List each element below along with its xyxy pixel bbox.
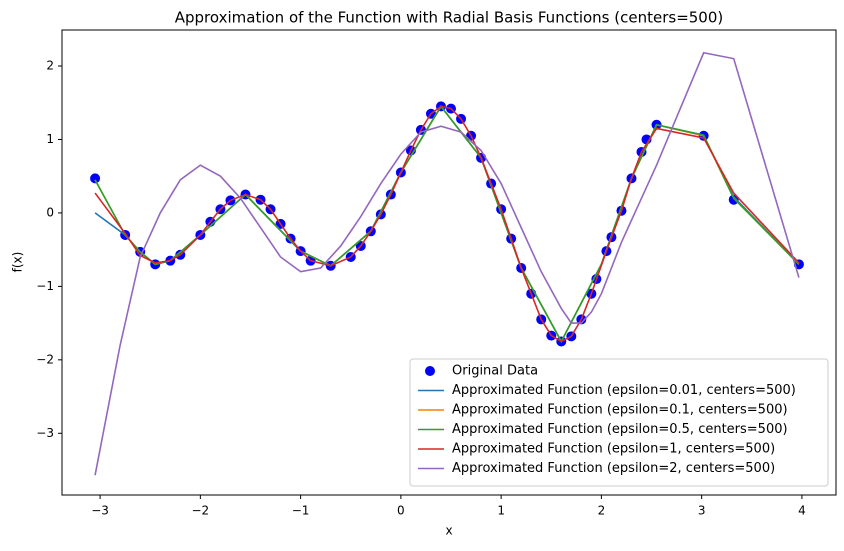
legend-box [409, 358, 829, 487]
data-point [90, 173, 101, 184]
x-axis-label: x [445, 524, 452, 538]
y-tick-label: 0 [46, 205, 54, 219]
x-tick-label: −2 [192, 504, 210, 518]
x-tick-label: 3 [698, 504, 706, 518]
legend-label: Approximated Function (epsilon=0.01, cen… [452, 383, 796, 398]
y-tick-label: 1 [46, 132, 54, 146]
x-tick-label: 1 [497, 504, 505, 518]
x-tick-label: −3 [91, 504, 109, 518]
y-axis-label: f(x) [11, 252, 25, 273]
axes-frame [61, 29, 837, 496]
legend-label: Approximated Function (epsilon=2, center… [452, 461, 775, 476]
data-point [728, 194, 739, 205]
series-line [94, 105, 800, 343]
y-tick-label: −1 [36, 279, 54, 293]
legend-marker [425, 366, 435, 376]
x-tick-label: 2 [598, 504, 606, 518]
legend-label: Approximated Function (epsilon=1, center… [452, 442, 775, 457]
y-tick-label: 2 [46, 58, 54, 72]
legend-label: Original Data [452, 364, 538, 379]
x-tick-label: 0 [397, 504, 405, 518]
legend: Original Data Approximated Function (epsi… [409, 358, 829, 487]
legend-label: Approximated Function (epsilon=0.5, cent… [452, 422, 788, 437]
x-tick-label: 4 [798, 504, 806, 518]
y-tick-label: −2 [36, 352, 54, 366]
plot-area [90, 51, 804, 476]
x-tick-label: −1 [292, 504, 310, 518]
legend-label: Approximated Function (epsilon=0.1, cent… [452, 403, 788, 418]
chart-title: Approximation of the Function with Radia… [175, 9, 724, 27]
y-tick-label: −3 [36, 426, 54, 440]
series-line [94, 51, 800, 476]
